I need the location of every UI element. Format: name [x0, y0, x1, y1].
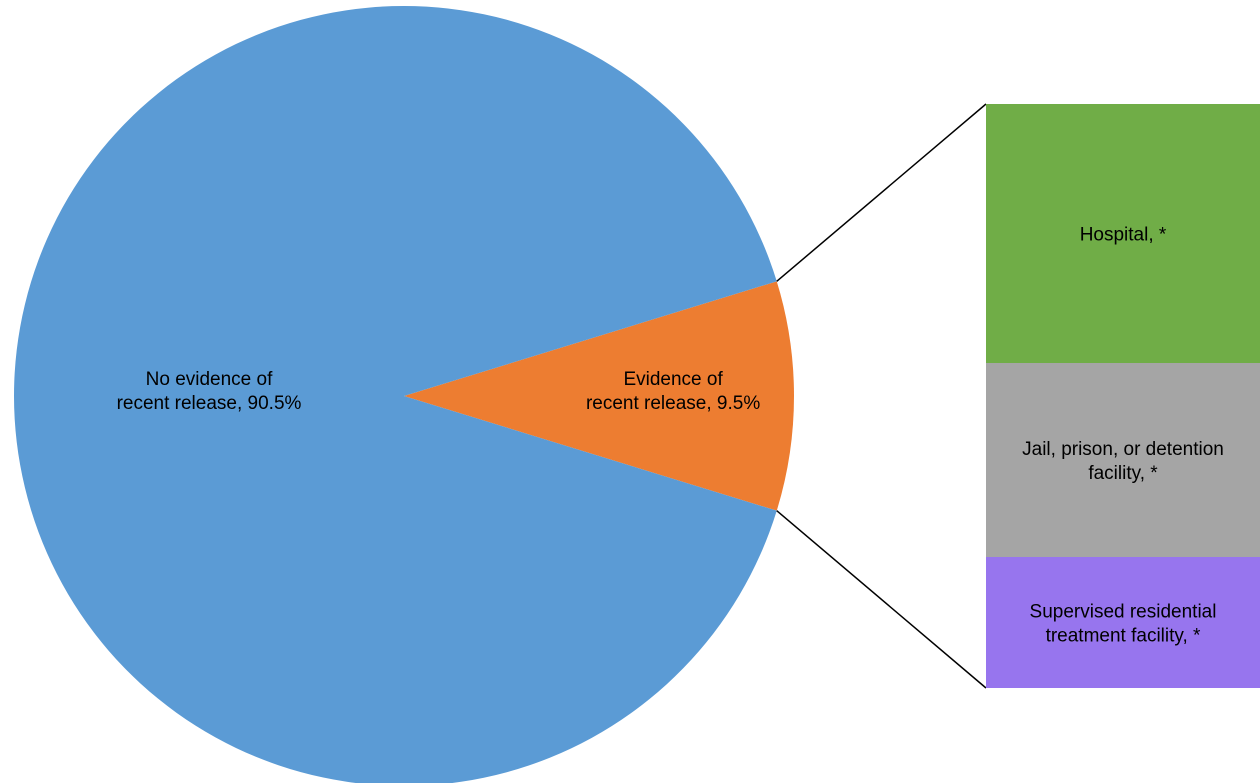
breakdown-bar — [986, 104, 1260, 688]
pie-slice-no-evidence-of-recent-release-90-5 — [14, 6, 777, 783]
pie-label-no-evidence-of-recent-release-90-5: No evidence of recent release, 90.5% — [117, 369, 302, 414]
connector-line-bottom — [776, 510, 987, 689]
breakdown-label-supervised-residential-treatment-facility: Supervised residential treatment facility… — [1030, 602, 1217, 647]
breakdown-segment-supervised-residential-treatment-facility — [986, 557, 1260, 688]
pie — [14, 6, 795, 783]
breakdown-label-jail-prison-or-detention-facility: Jail, prison, or detention facility, * — [1022, 439, 1224, 484]
connector-lines — [776, 103, 987, 689]
pie-label-evidence-of-recent-release-9-5: Evidence of recent release, 9.5% — [586, 369, 760, 414]
connector-line-top — [776, 103, 987, 282]
breakdown-segment-jail-prison-or-detention-facility — [986, 363, 1260, 557]
breakdown-segment-hospital — [986, 104, 1260, 363]
breakdown-label-hospital: Hospital, * — [1080, 225, 1167, 246]
pie-slice-evidence-of-recent-release-9-5 — [404, 281, 795, 511]
data-labels: Evidence of recent release, 9.5% No eviden… — [117, 225, 1224, 647]
